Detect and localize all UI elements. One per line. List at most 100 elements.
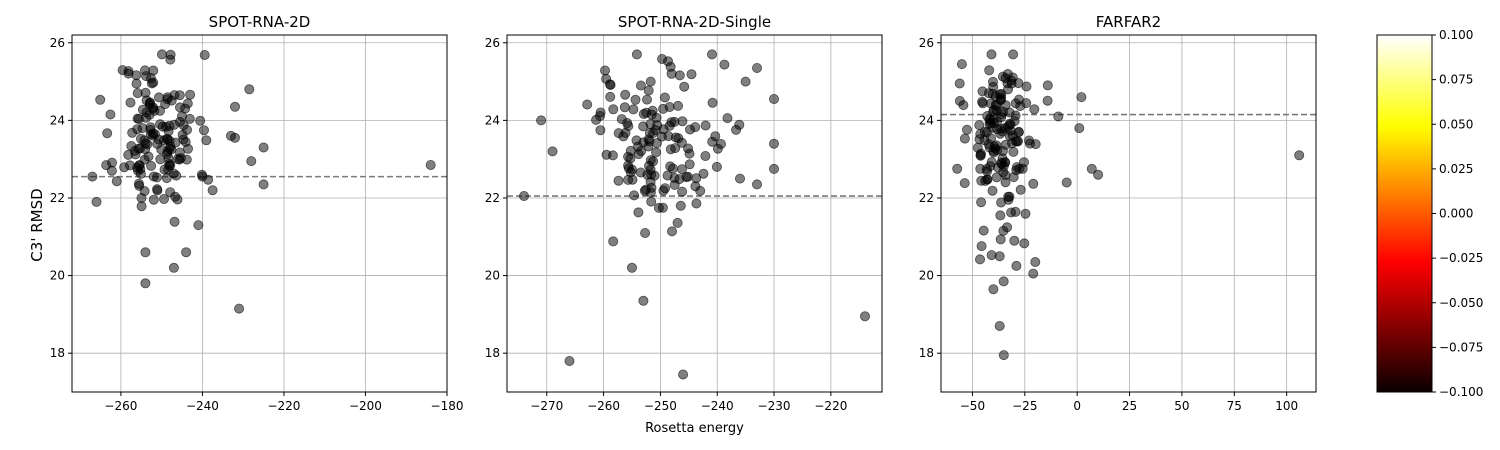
- data-point: [677, 116, 688, 127]
- data-point: [165, 187, 176, 198]
- data-point: [996, 197, 1007, 208]
- data-point: [258, 142, 269, 153]
- data-point: [582, 99, 593, 110]
- data-point: [976, 241, 987, 252]
- data-point: [185, 89, 196, 100]
- y-axis-ticks: 18 20 22 24 26: [919, 36, 941, 360]
- data-point: [199, 50, 210, 61]
- data-point: [658, 185, 669, 196]
- data-point: [91, 196, 102, 207]
- data-point: [1009, 116, 1020, 127]
- data-point: [178, 120, 189, 131]
- y-tick-label: 20: [919, 269, 934, 283]
- data-point: [700, 120, 711, 131]
- data-point: [193, 220, 204, 231]
- data-point: [1002, 222, 1013, 233]
- data-point: [133, 178, 144, 189]
- data-point: [769, 138, 780, 149]
- data-point: [1011, 260, 1022, 271]
- data-point: [677, 186, 688, 197]
- data-point: [711, 161, 722, 172]
- colorbar-tick-label: 0.100: [1439, 28, 1473, 42]
- data-point: [719, 59, 730, 70]
- data-point: [657, 54, 668, 65]
- data-point: [623, 174, 634, 185]
- data-point: [146, 160, 157, 171]
- data-point: [1008, 146, 1019, 157]
- y-tick-label: 26: [485, 36, 500, 50]
- data-point: [653, 202, 664, 213]
- data-point: [998, 350, 1009, 361]
- x-tick-label: −220: [814, 399, 847, 413]
- data-point: [132, 124, 143, 135]
- x-tick-label: −240: [186, 399, 219, 413]
- colorbar-tick-label: −0.100: [1439, 385, 1483, 399]
- data-point: [631, 49, 642, 60]
- data-point: [1028, 178, 1039, 189]
- data-point: [995, 234, 1006, 245]
- colorbar-tick-label: 0.000: [1439, 207, 1473, 221]
- data-point: [994, 251, 1005, 262]
- data-point: [1042, 80, 1053, 91]
- data-point: [144, 98, 155, 109]
- data-point: [600, 65, 611, 76]
- data-point: [959, 178, 970, 189]
- data-point: [595, 125, 606, 136]
- data-point: [740, 76, 751, 87]
- data-point: [1009, 235, 1020, 246]
- data-point: [674, 174, 685, 185]
- data-point: [683, 143, 694, 154]
- data-point: [645, 176, 656, 187]
- colorbar-ticks: 0.100 0.075 0.050 0.025 0.000 −0.025 −0.050 −0.…: [1432, 28, 1483, 399]
- data-point: [991, 172, 1002, 183]
- data-point: [207, 185, 218, 196]
- x-tick-label: 50: [1174, 399, 1189, 413]
- data-point: [519, 190, 530, 201]
- data-point: [1003, 121, 1014, 132]
- x-tick-label: −260: [587, 399, 620, 413]
- data-point: [148, 77, 159, 88]
- colorbar-tick-label: 0.025: [1439, 162, 1473, 176]
- data-point: [618, 131, 629, 142]
- data-point: [131, 70, 142, 81]
- data-point: [607, 150, 618, 161]
- data-point: [175, 153, 186, 164]
- data-point: [1030, 256, 1041, 267]
- y-tick-label: 18: [919, 346, 934, 360]
- data-point: [87, 171, 98, 182]
- x-tick-label: 25: [1122, 399, 1137, 413]
- data-point: [675, 200, 686, 211]
- data-point: [977, 96, 988, 107]
- axes-frame: [71, 34, 448, 393]
- data-point: [1003, 191, 1014, 202]
- data-point: [153, 92, 164, 103]
- data-point: [975, 163, 986, 174]
- data-point: [716, 138, 727, 149]
- data-point: [620, 89, 631, 100]
- data-point: [156, 49, 167, 60]
- data-point: [954, 78, 965, 89]
- data-point: [954, 96, 965, 107]
- data-point: [983, 88, 994, 99]
- data-point: [622, 118, 633, 129]
- data-point: [994, 320, 1005, 331]
- data-point: [201, 135, 212, 146]
- data-point: [564, 355, 575, 366]
- y-tick-label: 22: [485, 191, 500, 205]
- data-point: [998, 276, 1009, 287]
- colorbar-gradient: [1376, 34, 1433, 393]
- data-point: [140, 87, 151, 98]
- data-point: [1010, 206, 1021, 217]
- data-point: [980, 175, 991, 186]
- data-point: [691, 198, 702, 209]
- data-point: [665, 161, 676, 172]
- data-point: [628, 104, 639, 115]
- data-point: [1019, 238, 1030, 249]
- data-point: [1000, 73, 1011, 84]
- data-point: [95, 94, 106, 105]
- data-point: [1025, 138, 1036, 149]
- colorbar-tick-label: −0.050: [1439, 296, 1483, 310]
- data-point: [111, 176, 122, 187]
- data-point: [995, 210, 1006, 221]
- data-point: [234, 303, 245, 314]
